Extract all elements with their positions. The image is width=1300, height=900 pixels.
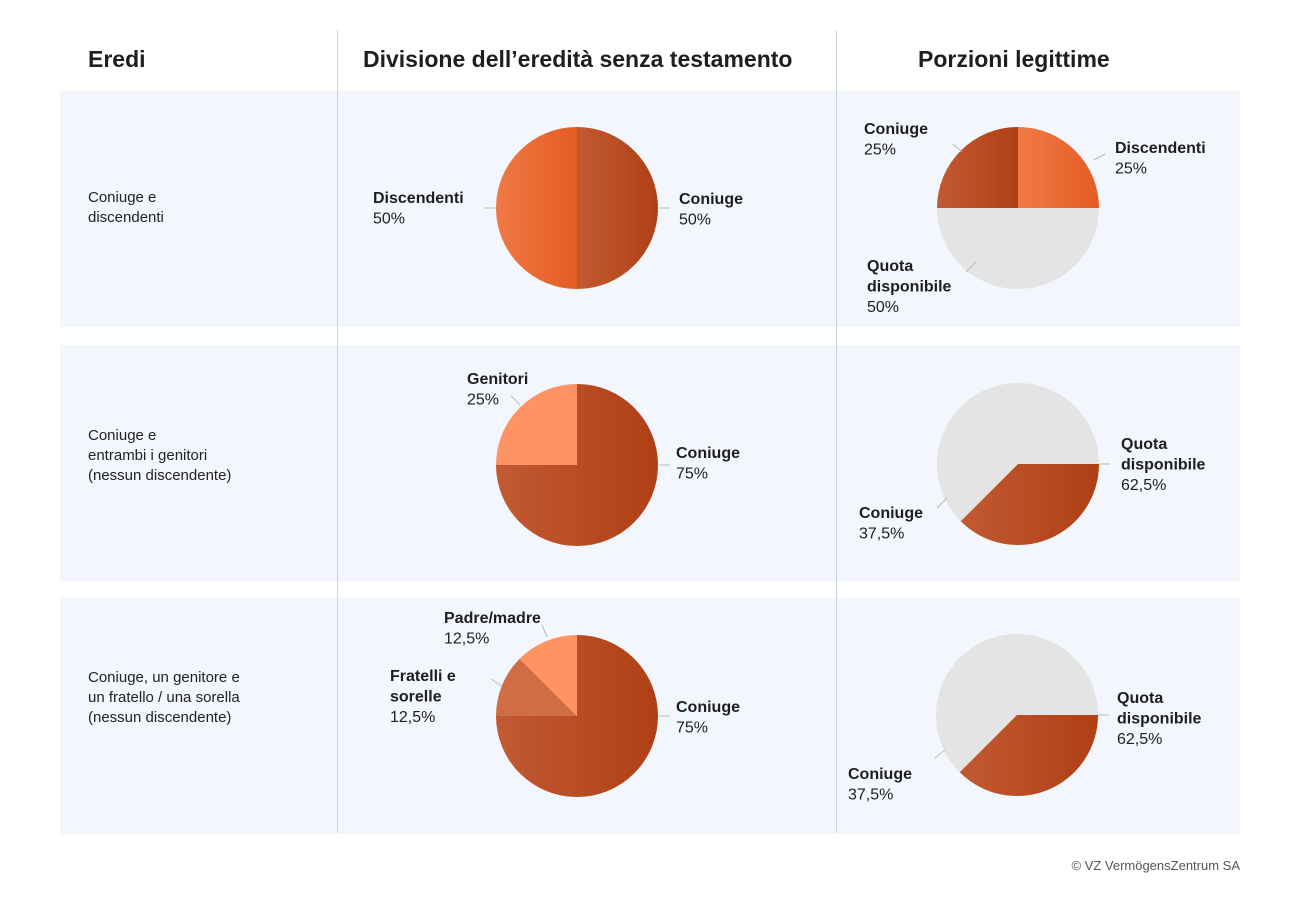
pie-4-label-1: Quota disponibile 62,5% <box>1121 436 1206 494</box>
pie-5-leader-line-3 <box>541 624 548 638</box>
column-divider-1 <box>337 30 338 833</box>
pie-3-leader-line-2 <box>510 395 521 406</box>
pie-3-label-1: Coniuge 75% <box>676 445 740 483</box>
pie-5-label-1: Coniuge 75% <box>676 699 740 737</box>
header-legitimate: Porzioni legittime <box>918 46 1110 72</box>
pie-5-slice-2 <box>496 658 577 716</box>
pie-2-label-3: Coniuge 25% <box>864 121 928 159</box>
column-divider-2 <box>836 30 837 833</box>
pie-4-label-2: Coniuge 37,5% <box>859 505 923 543</box>
row-label-1: Coniuge e discendenti <box>88 188 164 228</box>
pie-6-label-1: Quota disponibile 62,5% <box>1117 690 1202 748</box>
pie-6-label-2: Coniuge 37,5% <box>848 766 912 804</box>
row-label-line: entrambi i genitori <box>88 447 208 464</box>
pie-1-label-2: Discendenti 50% <box>373 190 464 228</box>
pie-2-slice-2 <box>937 208 1099 289</box>
pie-5-slice-3 <box>519 635 577 716</box>
row-label-line: Coniuge, un genitore e <box>88 669 240 686</box>
pie-2-slice-3 <box>937 127 1018 208</box>
row-label-line: un fratello / una sorella <box>88 689 240 706</box>
pie-2-leader-line-3 <box>952 143 963 153</box>
pie-1-label-1: Coniuge 50% <box>679 191 743 229</box>
pie-6-slice-2 <box>959 715 1098 797</box>
pie-2-slice-1 <box>1018 127 1099 208</box>
pie-5-label-3: Padre/madre 12,5% <box>444 610 541 648</box>
pie-3-label-2: Genitori 25% <box>467 371 528 409</box>
pie-4-leader-line-2 <box>936 497 948 509</box>
pie-1-slice-1 <box>577 127 658 289</box>
copyright-footer: © VZ VermögensZentrum SA <box>1071 858 1240 873</box>
row-label-line: Coniuge e <box>88 189 157 206</box>
pie-2-leader-line-1 <box>1093 153 1106 161</box>
pie-4-slice-2 <box>960 464 1099 546</box>
row-label-line: (nessun discendente) <box>88 709 232 726</box>
row-label-3: Coniuge, un genitore e un fratello / una… <box>88 668 240 728</box>
pie-2-label-1: Discendenti 25% <box>1115 140 1206 178</box>
header-division: Divisione dell’eredità senza testamento <box>363 46 793 72</box>
header-heirs: Eredi <box>88 46 146 72</box>
pie-3-slice-2 <box>496 384 577 465</box>
pie-2-label-2: Quota disponibile 50% <box>867 258 952 316</box>
row-label-line: Coniuge e <box>88 427 157 444</box>
row-label-line: (nessun discendente) <box>88 467 232 484</box>
pie-6-leader-line-2 <box>934 749 946 759</box>
row-label-2: Coniuge e entrambi i genitori (nessun di… <box>88 426 231 486</box>
pie-2-leader-line-2 <box>965 261 977 273</box>
pie-5-leader-line-2 <box>490 678 503 687</box>
pie-5-label-2: Fratelli e sorelle 12,5% <box>390 668 456 726</box>
pie-6-slice-1 <box>936 634 1098 773</box>
pie-4-slice-1 <box>937 383 1099 522</box>
row-label-line: discendenti <box>88 209 164 226</box>
pie-1-slice-2 <box>496 127 577 289</box>
